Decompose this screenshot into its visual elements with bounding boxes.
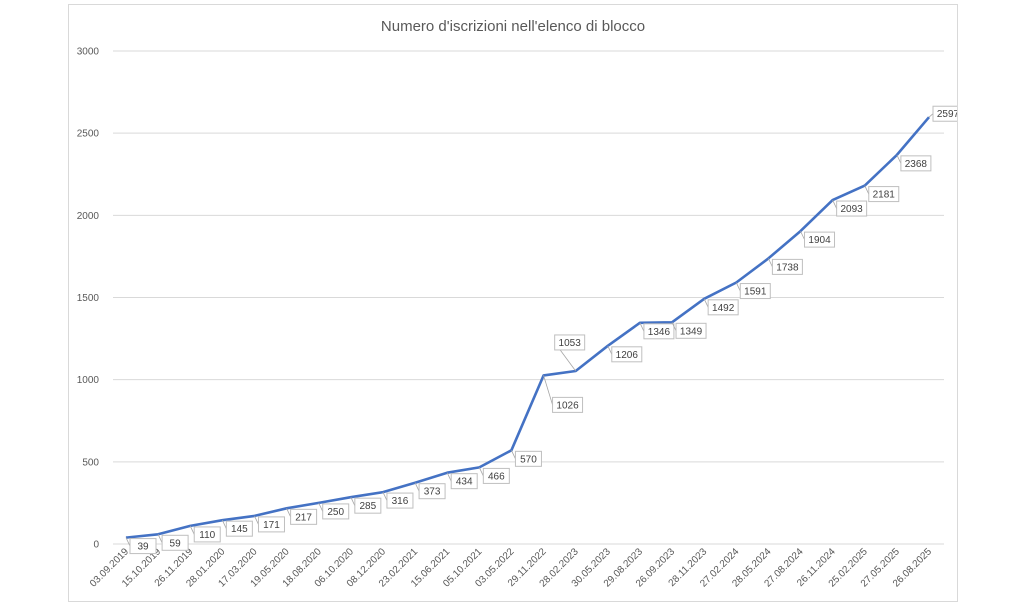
series-layer bbox=[125, 116, 930, 539]
y-axis: 0 500 1000 1500 2000 2500 3000 bbox=[77, 47, 100, 551]
data-label: 39 bbox=[125, 537, 157, 555]
data-label: 217 bbox=[286, 508, 318, 525]
y-tick-label: 3000 bbox=[77, 47, 100, 58]
data-label: 2368 bbox=[896, 154, 932, 172]
y-tick-label: 2000 bbox=[77, 211, 100, 222]
data-label: 171 bbox=[254, 515, 285, 533]
data-label: 466 bbox=[478, 467, 510, 484]
line-chart: Numero d'iscrizioni nell'elenco di blocc… bbox=[77, 18, 957, 590]
data-label-text: 1738 bbox=[776, 262, 799, 273]
data-label-text: 1591 bbox=[744, 287, 767, 298]
data-label: 2093 bbox=[832, 199, 868, 217]
data-label: 2181 bbox=[864, 185, 900, 203]
data-label-text: 466 bbox=[488, 471, 505, 482]
data-label-text: 373 bbox=[424, 487, 441, 498]
data-label-text: 285 bbox=[359, 501, 376, 512]
data-label: 570 bbox=[511, 450, 542, 467]
data-label-text: 1346 bbox=[648, 327, 671, 338]
y-tick-label: 0 bbox=[93, 540, 99, 551]
data-label: 285 bbox=[350, 496, 382, 514]
data-label-text: 2597 bbox=[937, 109, 957, 120]
data-label-text: 217 bbox=[295, 512, 312, 523]
data-label-text: 1206 bbox=[616, 350, 639, 361]
gridlines bbox=[113, 50, 944, 545]
data-label-text: 2181 bbox=[873, 190, 896, 201]
data-label-text: 1026 bbox=[556, 400, 579, 411]
data-label-text: 171 bbox=[263, 520, 280, 531]
data-label-text: 59 bbox=[170, 538, 182, 549]
y-tick-label: 1000 bbox=[77, 375, 100, 386]
data-label-text: 110 bbox=[199, 530, 215, 541]
data-label-text: 2093 bbox=[841, 204, 864, 215]
data-label-text: 1492 bbox=[712, 303, 735, 314]
data-label: 1053 bbox=[554, 334, 586, 372]
data-label-text: 570 bbox=[520, 454, 537, 465]
data-label: 110 bbox=[189, 525, 221, 543]
data-label: 316 bbox=[382, 491, 414, 509]
data-label: 373 bbox=[414, 482, 446, 500]
x-axis: 03.09.201915.10.201926.11.201928.01.2020… bbox=[88, 546, 934, 589]
data-label-text: 145 bbox=[231, 524, 248, 535]
data-label: 59 bbox=[157, 534, 189, 551]
data-label: 1738 bbox=[768, 258, 803, 275]
data-label: 1492 bbox=[703, 298, 739, 316]
data-label-text: 250 bbox=[327, 507, 344, 518]
data-label: 1026 bbox=[543, 375, 584, 413]
chart-title: Numero d'iscrizioni nell'elenco di blocc… bbox=[381, 18, 645, 35]
data-label: 1206 bbox=[607, 345, 643, 363]
data-label: 1349 bbox=[671, 322, 707, 339]
data-label: 434 bbox=[446, 472, 478, 490]
data-label-text: 39 bbox=[137, 542, 149, 553]
y-tick-label: 1500 bbox=[77, 293, 100, 304]
data-label: 250 bbox=[318, 502, 350, 520]
data-labels: 39 59 110 145 171 217 250 285 316 373 434 466 570 102… bbox=[125, 105, 957, 555]
chart-frame: Numero d'iscrizioni nell'elenco di blocc… bbox=[68, 4, 958, 602]
data-label-text: 2368 bbox=[905, 159, 928, 170]
data-label: 1346 bbox=[639, 322, 675, 340]
data-label: 1904 bbox=[800, 230, 836, 248]
data-label: 1591 bbox=[735, 282, 771, 300]
data-label-text: 316 bbox=[392, 496, 409, 507]
data-label: 2597 bbox=[928, 105, 957, 122]
data-label-text: 1349 bbox=[680, 326, 703, 337]
data-label-text: 1904 bbox=[808, 235, 831, 246]
data-label: 145 bbox=[221, 520, 253, 537]
series-line bbox=[125, 116, 930, 539]
data-label-text: 434 bbox=[456, 477, 473, 488]
y-tick-label: 2500 bbox=[77, 129, 100, 140]
data-label-text: 1053 bbox=[559, 338, 582, 349]
y-tick-label: 500 bbox=[82, 457, 99, 468]
